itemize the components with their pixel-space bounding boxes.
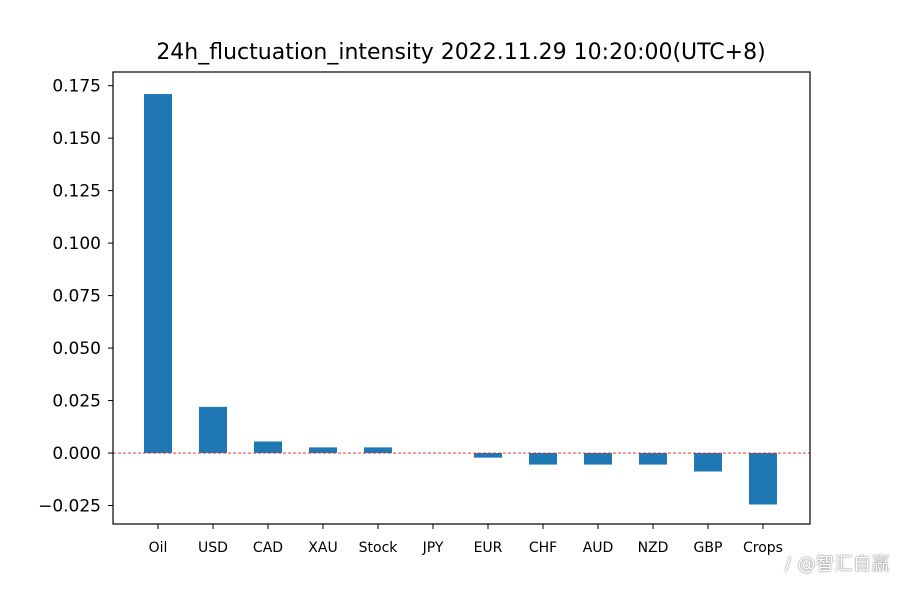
x-tick-label: AUD	[583, 540, 614, 556]
bar-cad	[254, 441, 282, 454]
x-tick-label: CAD	[253, 540, 283, 556]
y-tick-label: 0.125	[52, 182, 101, 202]
plot-frame	[112, 71, 811, 525]
chart-title: 24h_fluctuation_intensity 2022.11.29 10:…	[156, 40, 765, 65]
bar-chf	[529, 453, 557, 465]
y-tick-label: 0.025	[52, 392, 101, 412]
y-tick-label: 0.075	[52, 287, 101, 307]
y-tick-label: −0.025	[38, 497, 101, 517]
x-tick-label: Stock	[359, 540, 399, 556]
bar-gbp	[694, 453, 722, 472]
bar-nzd	[639, 453, 667, 465]
y-tick-label: 0.000	[52, 444, 101, 464]
bar-xau	[309, 447, 337, 454]
y-axis: −0.025 0.000 0.025 0.050 0.075 0.100 0.125 0.15…	[38, 77, 113, 517]
bar-stock	[364, 447, 392, 454]
bar-crops	[749, 453, 777, 505]
x-tick-label: XAU	[308, 540, 337, 556]
x-tick-label: JPY	[422, 540, 444, 556]
x-tick-label: EUR	[474, 540, 503, 556]
x-tick-label: Oil	[149, 540, 168, 556]
x-tick-label: Crops	[743, 540, 783, 556]
x-tick-label: USD	[198, 540, 228, 556]
y-tick-label: 0.175	[52, 77, 101, 97]
bar-usd	[199, 406, 227, 454]
bar-aud	[584, 453, 612, 465]
bar-eur	[474, 453, 502, 458]
y-tick-label: 0.050	[52, 339, 101, 359]
watermark-text: ∕ @智汇自赢	[784, 554, 890, 575]
bar-oil	[144, 94, 172, 454]
y-tick-label: 0.100	[52, 234, 101, 254]
x-tick-label: NZD	[638, 540, 669, 556]
bars-group	[144, 94, 777, 505]
y-tick-label: 0.150	[52, 129, 101, 149]
x-tick-label: CHF	[529, 540, 557, 556]
x-tick-label: GBP	[694, 540, 723, 556]
x-axis: Oil USD CAD XAU Stock JPY EUR CHF AUD NZD GBP Crops	[149, 524, 783, 556]
